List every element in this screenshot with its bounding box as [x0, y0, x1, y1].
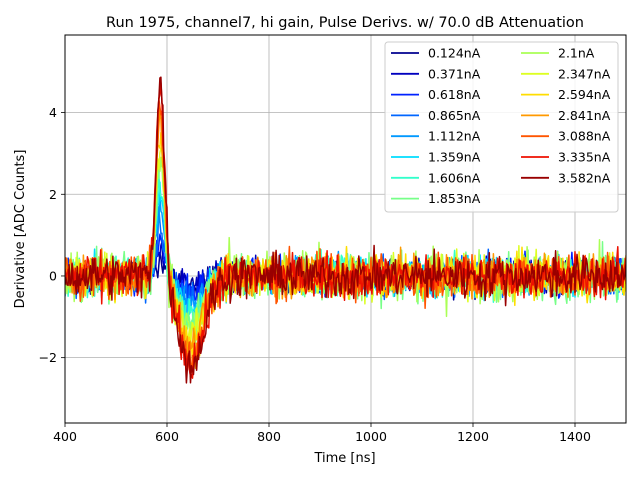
- chart-title: Run 1975, channel7, hi gain, Pulse Deriv…: [106, 15, 584, 31]
- legend-label: 2.594nA: [558, 87, 611, 102]
- legend-label: 3.335nA: [558, 150, 611, 165]
- x-tick-label: 400: [53, 429, 77, 444]
- legend-label: 2.841nA: [558, 108, 611, 123]
- x-tick-label: 600: [155, 429, 179, 444]
- legend-label: 2.347nA: [558, 66, 611, 81]
- legend-label: 3.088nA: [558, 129, 611, 144]
- y-tick-label: 4: [49, 105, 57, 120]
- x-tick-label: 1000: [355, 429, 387, 444]
- x-tick-label: 1400: [559, 429, 591, 444]
- legend-label: 0.865nA: [428, 108, 481, 123]
- y-tick-label: 0: [49, 268, 57, 283]
- legend-label: 1.359nA: [428, 150, 481, 165]
- legend-label: 0.618nA: [428, 87, 481, 102]
- y-tick-label: 2: [49, 187, 57, 202]
- legend-label: 1.606nA: [428, 170, 481, 185]
- legend: 0.124nA 0.371nA 0.618nA 0.865nA 1.112nA 1.359…: [384, 41, 619, 213]
- legend-label: 2.1nA: [558, 46, 595, 61]
- x-axis-label: Time [ns]: [313, 451, 375, 466]
- legend-label: 1.112nA: [428, 129, 481, 144]
- series-line-3.582nA: [65, 76, 626, 384]
- y-axis-label: Derivative [ADC Counts]: [13, 150, 28, 309]
- legend-label: 1.853nA: [428, 191, 481, 206]
- legend-label: 3.582nA: [558, 170, 611, 185]
- y-tick-label: −2: [39, 350, 57, 365]
- x-tick-label: 800: [257, 429, 281, 444]
- x-tick-label: 1200: [457, 429, 489, 444]
- series-layer: [65, 76, 626, 384]
- legend-box: [384, 41, 619, 213]
- plot-frame: [64, 34, 627, 424]
- x-axis-ticks: 400 600 800 1000 1200 1400: [53, 423, 591, 444]
- legend-label: 0.124nA: [428, 46, 481, 61]
- legend-label: 0.371nA: [428, 66, 481, 81]
- y-axis-ticks: −2 0 2 4: [39, 105, 65, 365]
